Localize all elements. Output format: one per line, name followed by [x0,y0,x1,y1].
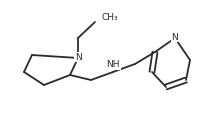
Text: N: N [172,32,178,41]
Text: CH₃: CH₃ [102,12,119,21]
Text: N: N [75,53,81,61]
Text: NH: NH [106,60,120,69]
